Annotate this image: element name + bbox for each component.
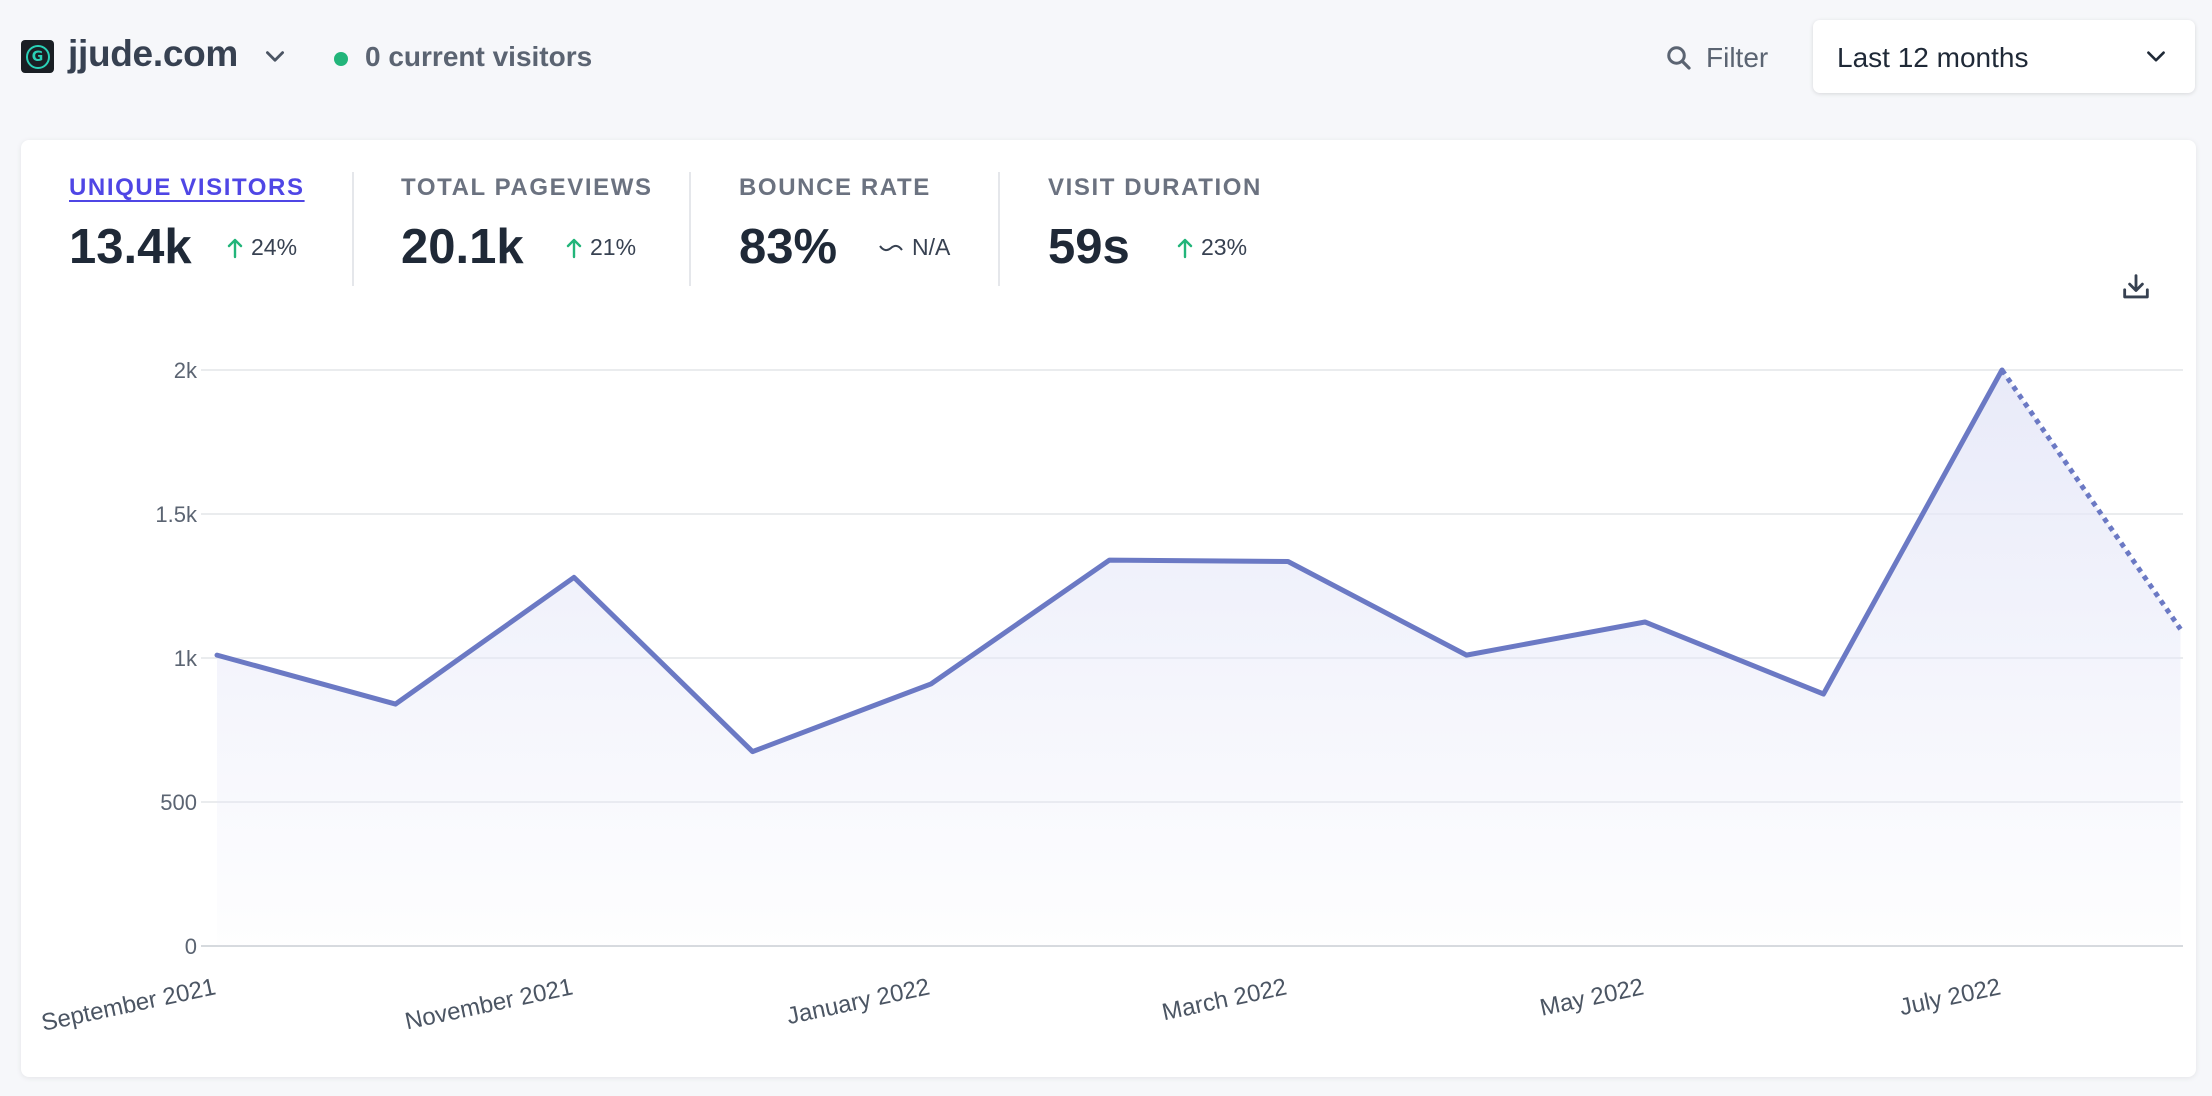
chevron-down-icon[interactable] <box>262 44 288 70</box>
y-tick-label: 0 <box>185 934 197 959</box>
data-point <box>1821 691 1827 697</box>
y-tick-label: 1k <box>174 646 198 671</box>
filter-label: Filter <box>1706 42 1769 73</box>
x-tick-label: May 2022 <box>1538 973 1647 1021</box>
metric-value: 20.1k <box>401 220 524 274</box>
y-tick-label: 1.5k <box>155 502 198 527</box>
data-point <box>1107 557 1113 563</box>
period-select[interactable]: Last 12 months <box>1813 20 2195 93</box>
metric-value: 59s <box>1048 220 1130 274</box>
metric-change: 21% <box>566 234 636 261</box>
x-tick-label: July 2022 <box>1897 973 2003 1021</box>
data-point <box>1285 559 1291 565</box>
data-point <box>571 574 577 580</box>
metric-label: BOUNCE RATE <box>739 174 931 201</box>
logo-letter: G <box>25 44 50 69</box>
metric-change-value: N/A <box>912 234 951 260</box>
live-indicator-icon <box>334 52 348 66</box>
metric-change-value: 23% <box>1201 234 1248 260</box>
data-point <box>1642 619 1648 625</box>
search-icon <box>1667 46 1691 70</box>
current-visitors[interactable]: 0 current visitors <box>365 41 593 72</box>
filter-button[interactable]: Filter <box>1664 38 1768 78</box>
x-tick-label: March 2022 <box>1160 973 1290 1026</box>
data-point <box>2178 626 2184 632</box>
site-name[interactable]: jjude.com <box>68 33 238 74</box>
site-logo-icon[interactable]: G <box>21 40 54 73</box>
arrow-up-icon <box>227 238 243 258</box>
metric-label: UNIQUE VISITORS <box>69 174 305 201</box>
stats-card: UNIQUE VISITORS 13.4k 24% TOTAL PAGEVIEW… <box>21 140 2196 1077</box>
no-change-icon <box>879 244 903 251</box>
x-tick-label: November 2021 <box>403 973 576 1035</box>
metric-unique-visitors[interactable]: UNIQUE VISITORS 13.4k 24% <box>69 174 305 274</box>
data-point <box>1999 367 2005 373</box>
metric-change: 24% <box>227 234 297 261</box>
metric-visit-duration[interactable]: VISIT DURATION 59s 23% <box>1048 174 1262 274</box>
chevron-down-icon <box>2147 51 2165 62</box>
metric-change-value: 21% <box>590 234 637 260</box>
x-tick-label: September 2021 <box>39 973 218 1036</box>
metric-change-value: 24% <box>251 234 298 260</box>
y-tick-label: 2k <box>174 358 198 383</box>
data-point <box>928 681 934 687</box>
download-icon[interactable] <box>2119 270 2153 304</box>
metric-total-pageviews[interactable]: TOTAL PAGEVIEWS 20.1k 21% <box>401 174 653 274</box>
series-line-incomplete <box>1999 368 2183 631</box>
top-bar: G jjude.com 0 current visitors Filter La… <box>0 0 2212 115</box>
data-point <box>750 749 756 755</box>
data-point <box>1464 652 1470 658</box>
metric-divider <box>352 172 354 286</box>
arrow-up-icon <box>1177 238 1193 258</box>
arrow-up-icon <box>566 238 582 258</box>
metric-change: 23% <box>1177 234 1247 261</box>
metric-label: VISIT DURATION <box>1048 174 1262 201</box>
period-value: Last 12 months <box>1837 42 2029 73</box>
visitors-chart[interactable]: 0 500 1k 1.5k 2k September 2021 November 2021 J… <box>21 140 2196 1077</box>
y-tick-label: 500 <box>160 790 197 815</box>
data-point <box>214 652 220 658</box>
metric-change: N/A <box>878 234 950 261</box>
metric-divider <box>689 172 691 286</box>
series-line <box>214 367 2005 755</box>
metric-label: TOTAL PAGEVIEWS <box>401 174 653 201</box>
metric-value: 13.4k <box>69 220 192 274</box>
data-point <box>393 701 399 707</box>
area-fill <box>217 370 2181 946</box>
metric-bounce-rate[interactable]: BOUNCE RATE 83% N/A <box>739 174 950 274</box>
metric-divider <box>998 172 1000 286</box>
metric-value: 83% <box>739 220 838 274</box>
x-tick-label: January 2022 <box>784 973 932 1030</box>
